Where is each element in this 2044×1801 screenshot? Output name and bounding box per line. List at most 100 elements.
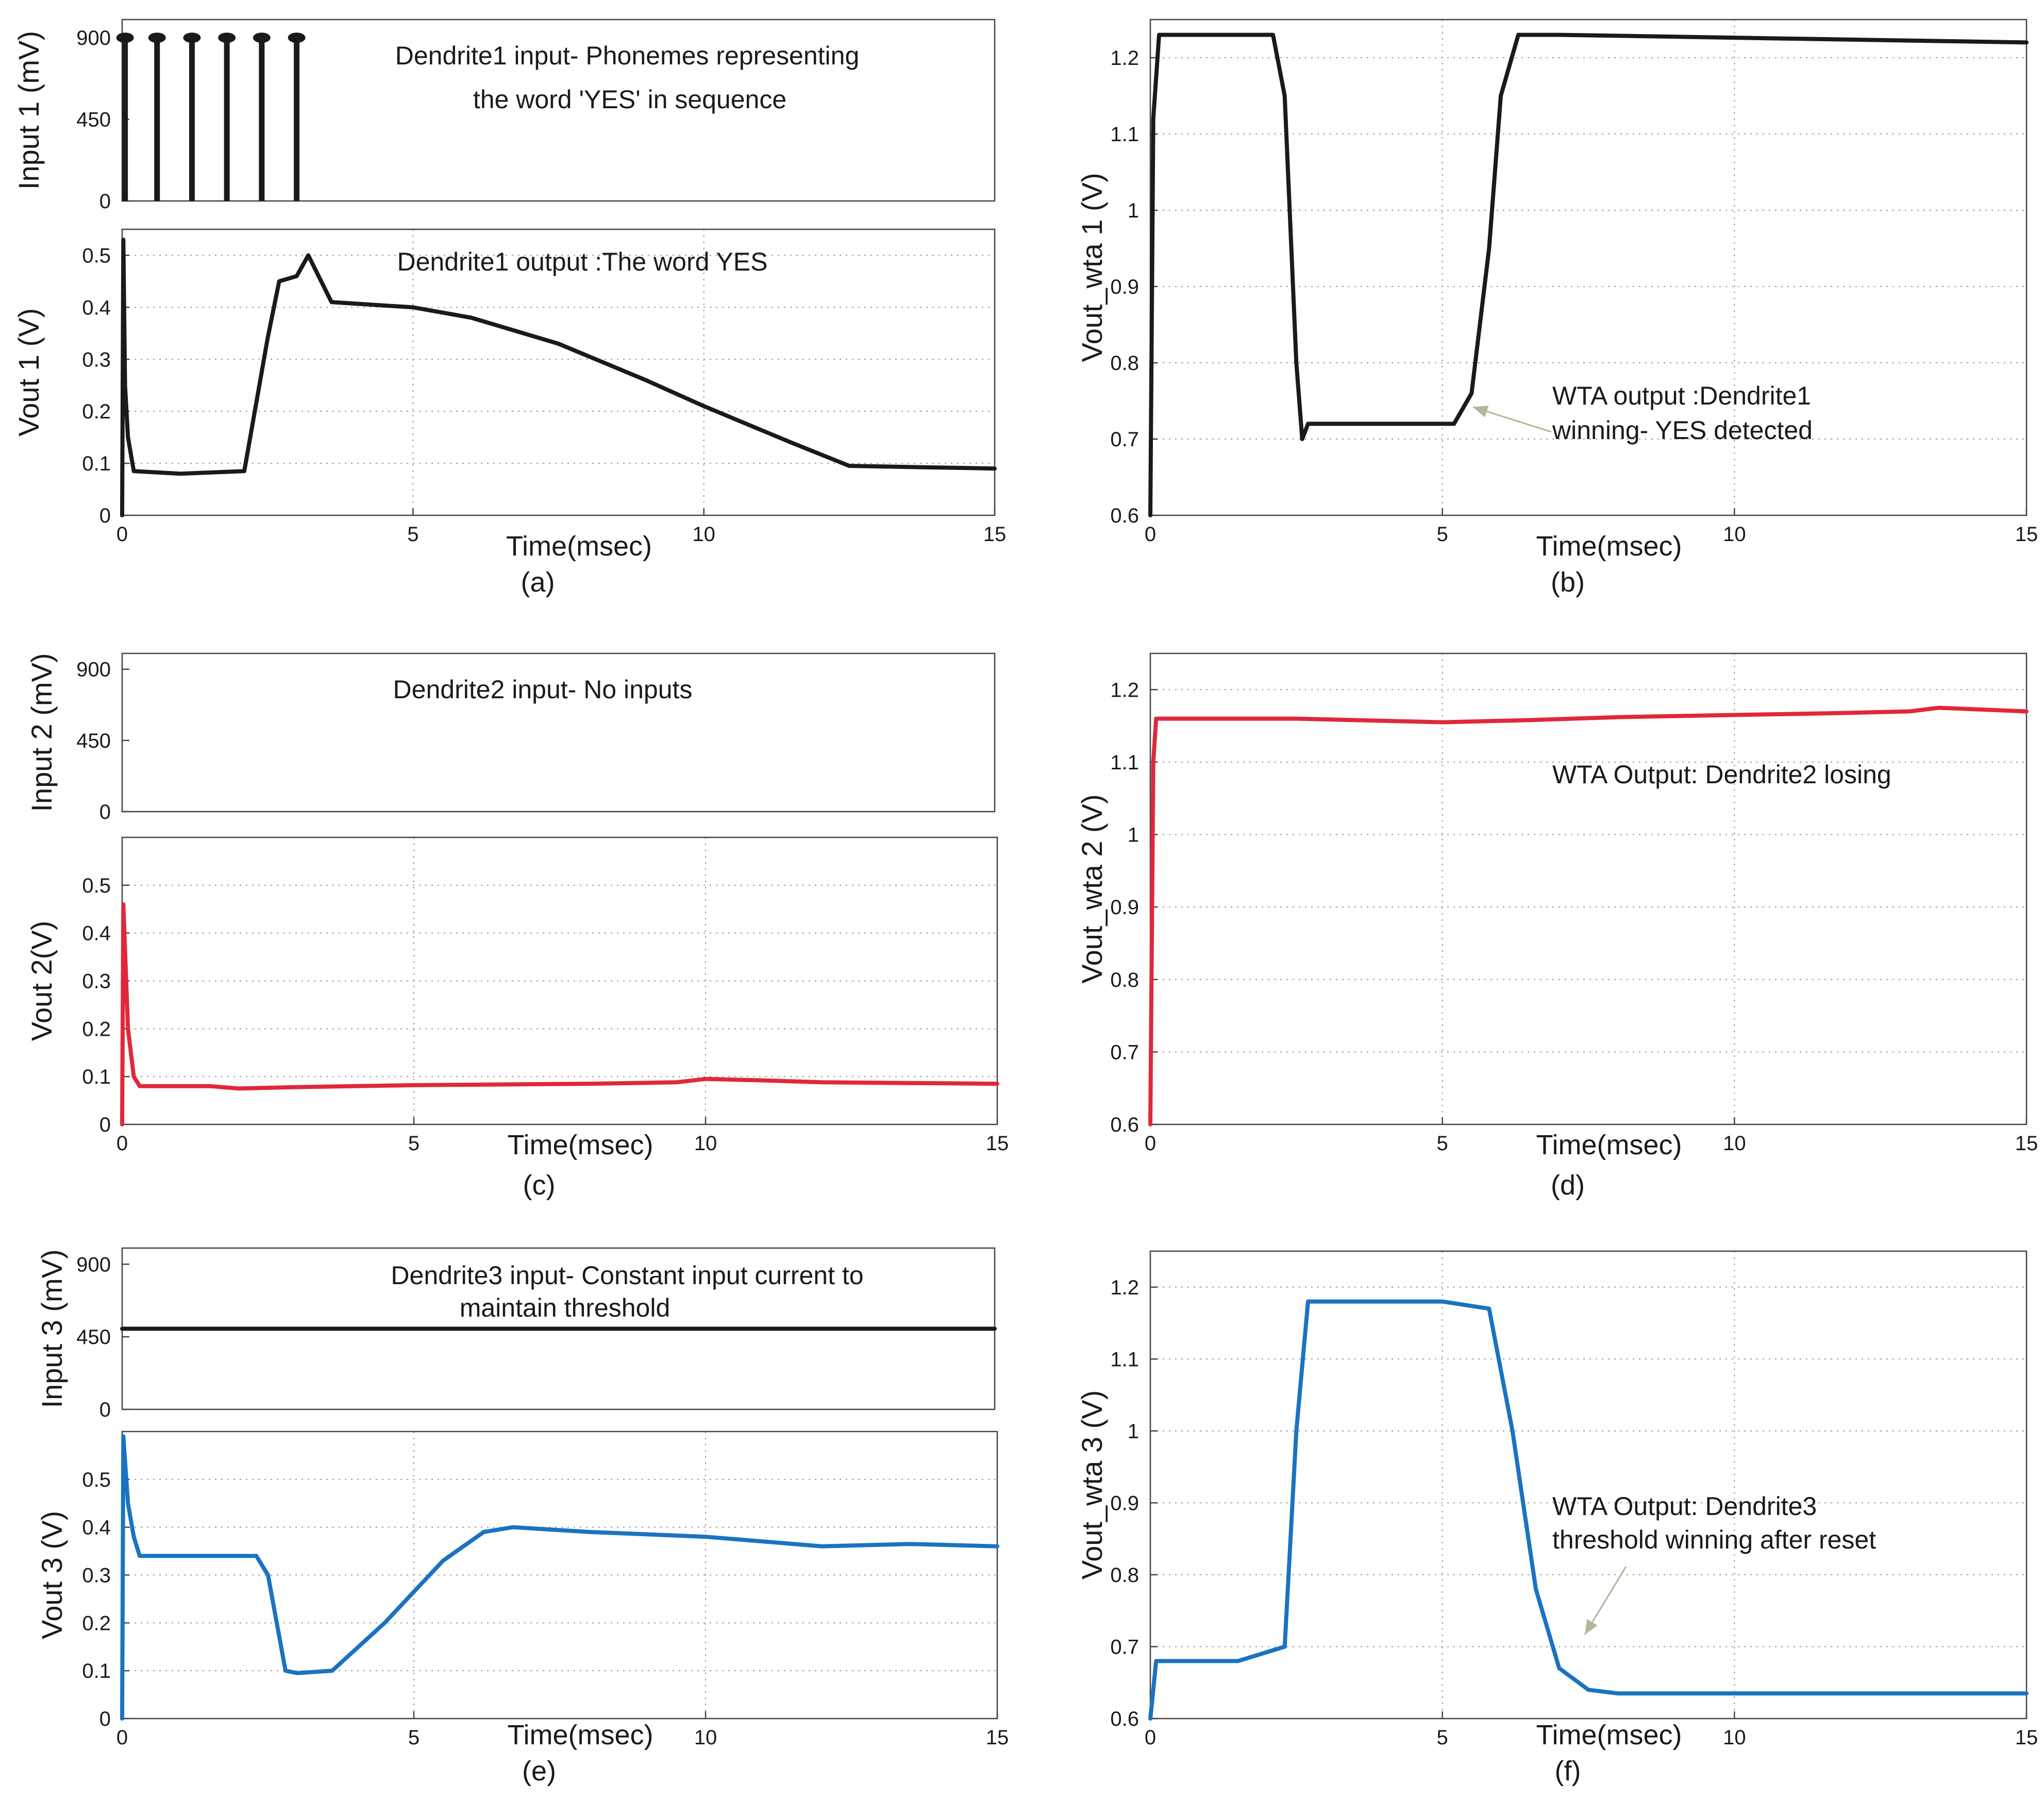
panel-label: (a) [521, 567, 555, 598]
x-axis-label: Time(msec) [506, 531, 652, 562]
y-tick-label: 0.9 [1110, 276, 1139, 298]
annotation-text: Dendrite1 output :The word YES [397, 247, 768, 276]
x-tick-label: 5 [407, 523, 418, 546]
chart-f_wta: 0.6 0.7 0.8 0.9 1 1.1 1.2 Vout_wta 3 (V) 0 5 10 15 T… [1076, 1250, 2038, 1787]
annotation-arrowhead [1473, 405, 1489, 417]
annotation-text: WTA output :Dendrite1 [1552, 381, 1811, 410]
series-line [1148, 1299, 2029, 1721]
y-tick-label: 0.3 [82, 1564, 111, 1587]
y-tick-label: 0 [99, 1399, 111, 1421]
y-tick-label: 0.7 [1110, 1041, 1139, 1064]
annotation-text: threshold winning after reset [1552, 1525, 1876, 1554]
y-tick-label: 0.2 [82, 1018, 111, 1040]
x-tick-label: 0 [1145, 1726, 1156, 1749]
x-tick-label: 10 [694, 1132, 717, 1155]
y-tick-label: 1.2 [1110, 679, 1139, 701]
annotation-text: maintain threshold [460, 1293, 671, 1322]
chart-d_wta: 0.6 0.7 0.8 0.9 1 1.1 1.2 Vout_wta 2 (V) 0 5 10 15 T… [1076, 652, 2038, 1201]
x-tick-label: 5 [408, 1726, 420, 1749]
y-tick-label: 0.7 [1110, 428, 1139, 451]
panel-label: (b) [1551, 567, 1585, 598]
x-tick-label: 10 [1723, 1132, 1746, 1155]
y-tick-label: 1 [1128, 824, 1139, 847]
y-tick-label: 900 [76, 27, 111, 49]
spike-cap [116, 32, 134, 43]
spike-cap [183, 32, 201, 43]
plot-frame [1149, 1250, 2028, 1720]
x-tick-label: 0 [116, 523, 128, 546]
x-tick-label: 10 [1723, 523, 1746, 546]
series-line [120, 902, 999, 1126]
y-tick-label: 0.8 [1110, 352, 1139, 375]
y-tick-label: 0.4 [82, 296, 111, 319]
chart-c_input: 0 450 900 Input 2 (mV) Dendrite2 input- No i… [25, 652, 996, 823]
y-tick-label: 0 [99, 504, 111, 527]
y-axis-label: Input 2 (mV) [25, 653, 58, 812]
x-axis-label: Time(msec) [1536, 1130, 1682, 1160]
y-tick-label: 450 [76, 730, 111, 752]
x-tick-label: 15 [986, 1132, 1009, 1155]
spike-cap [253, 32, 271, 43]
panel-label: (c) [523, 1170, 556, 1201]
series-line [1148, 32, 2029, 517]
x-tick-label: 5 [1437, 1726, 1448, 1749]
y-tick-label: 900 [76, 1253, 111, 1276]
annotation-text: Dendrite1 input- Phonemes representing [395, 41, 860, 70]
y-axis-label: Vout_wta 2 (V) [1076, 794, 1108, 983]
x-tick-label: 5 [1437, 1132, 1448, 1155]
chart-b_wta: 0.6 0.7 0.8 0.9 1 1.1 1.2 Vout_wta 1 (V) 0 5 10 15 T… [1076, 19, 2038, 598]
plot-frame [1149, 652, 2028, 1125]
y-tick-label: 0.9 [1110, 896, 1139, 919]
y-tick-label: 1.1 [1110, 1348, 1139, 1371]
x-tick-label: 10 [692, 523, 715, 546]
series-line [120, 1434, 999, 1721]
chart-a_output: 0 0.1 0.2 0.3 0.4 0.5 Vout 1 (V) 0 5 10 15 Time(mse… [12, 228, 1007, 598]
y-tick-label: 0 [99, 1114, 111, 1136]
y-tick-label: 0.5 [82, 1469, 111, 1491]
plot-frame [121, 652, 996, 813]
x-axis-label: Time(msec) [508, 1130, 654, 1160]
y-tick-label: 0.1 [82, 452, 111, 475]
x-tick-label: 15 [2015, 1132, 2038, 1155]
x-tick-label: 15 [983, 523, 1007, 546]
x-tick-label: 0 [1145, 523, 1156, 546]
spike-cap [218, 32, 236, 43]
x-tick-label: 15 [986, 1726, 1009, 1749]
spike-cap [148, 32, 166, 43]
y-tick-label: 0.3 [82, 348, 111, 371]
x-tick-label: 0 [116, 1132, 128, 1155]
annotation-text: Dendrite3 input- Constant input current … [391, 1261, 863, 1290]
annotation-text: winning- YES detected [1552, 416, 1813, 445]
y-tick-label: 0.5 [82, 874, 111, 897]
x-tick-label: 5 [408, 1132, 420, 1155]
y-tick-label: 0.7 [1110, 1636, 1139, 1658]
y-tick-label: 0.9 [1110, 1492, 1139, 1514]
annotation-arrowhead [1585, 1619, 1598, 1635]
y-tick-label: 450 [76, 109, 111, 131]
chart-e_input: 0 450 900 Input 3 (mV) Dendrite3 input- Cons… [36, 1247, 997, 1421]
x-axis-label: Time(msec) [508, 1720, 654, 1750]
y-tick-label: 0 [99, 190, 111, 213]
y-tick-label: 0.4 [82, 922, 111, 945]
y-axis-label: Vout 1 (V) [12, 308, 45, 436]
y-tick-label: 450 [76, 1326, 111, 1349]
x-tick-label: 15 [2015, 1726, 2038, 1749]
panel-label: (f) [1555, 1756, 1581, 1787]
chart-a_input: 0 450 900 Input 1 (mV) Dendrite1 input- Phon… [12, 19, 996, 213]
y-tick-label: 1 [1128, 199, 1139, 222]
y-tick-label: 0.8 [1110, 1564, 1139, 1587]
x-tick-label: 5 [1437, 523, 1448, 546]
y-axis-label: Vout 2(V) [25, 921, 58, 1041]
annotation-text: WTA Output: Dendrite3 [1552, 1492, 1817, 1521]
y-axis-label: Vout_wta 1 (V) [1076, 173, 1108, 362]
series-line [120, 238, 997, 517]
annotation-text: Dendrite2 input- No inputs [393, 675, 693, 704]
y-tick-label: 0.6 [1110, 1114, 1139, 1136]
x-axis-label: Time(msec) [1536, 1720, 1682, 1750]
plot-frame [121, 19, 996, 202]
y-tick-label: 0.4 [82, 1517, 111, 1539]
x-tick-label: 0 [1145, 1132, 1156, 1155]
chart-c_output: 0 0.1 0.2 0.3 0.4 0.5 Vout 2(V) 0 5 10 15 Time(msec… [25, 836, 1009, 1201]
y-tick-label: 0 [99, 801, 111, 823]
y-tick-label: 0.2 [82, 1612, 111, 1635]
